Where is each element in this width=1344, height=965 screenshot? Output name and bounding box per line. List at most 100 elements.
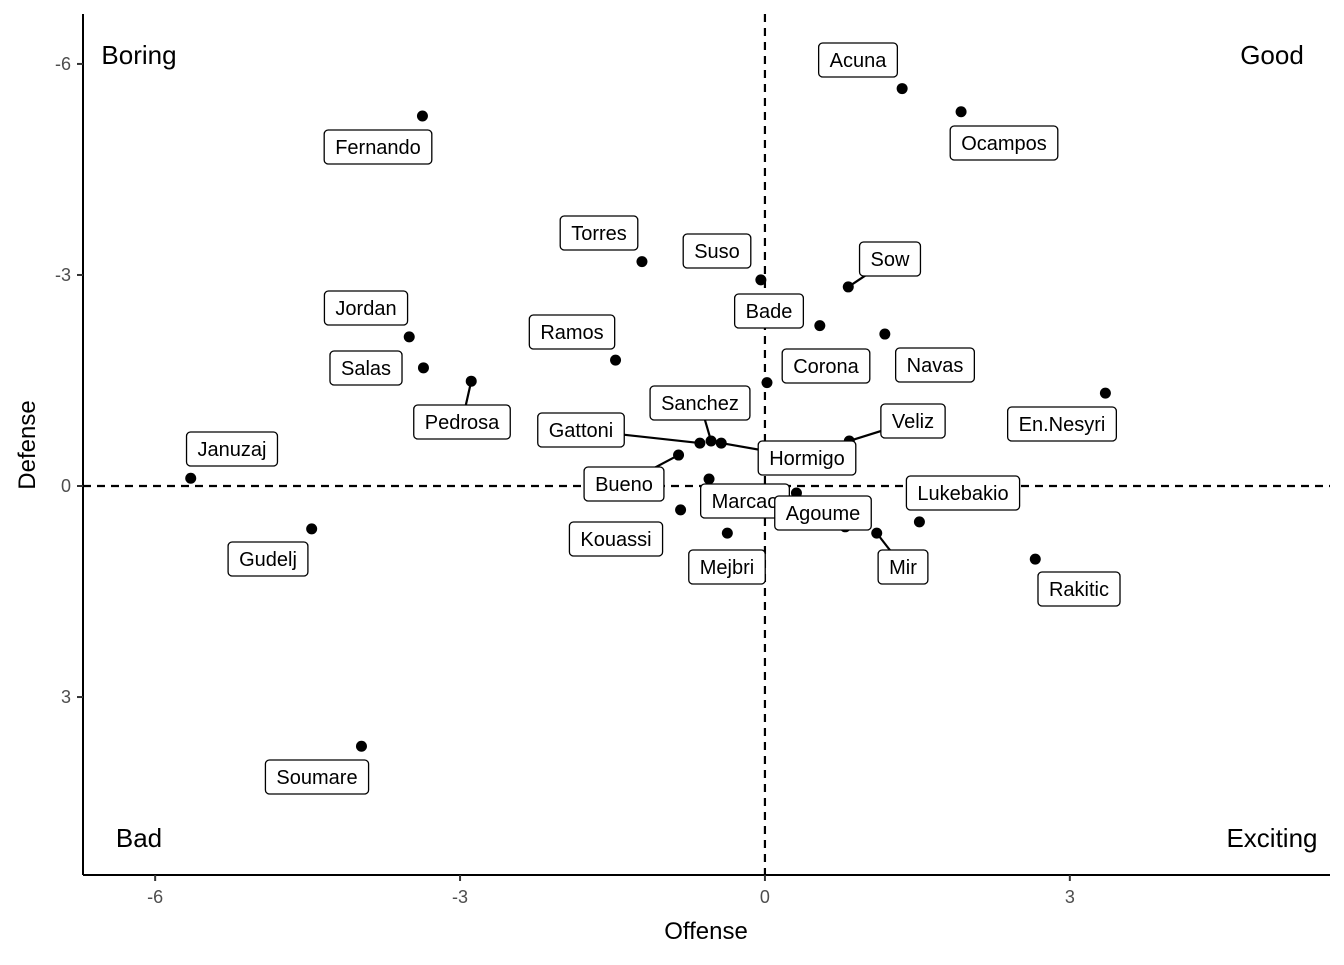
point-label-box bbox=[185, 431, 279, 467]
point-label: Bade bbox=[733, 293, 805, 329]
data-point bbox=[355, 740, 367, 752]
data-point bbox=[955, 106, 967, 118]
data-point bbox=[465, 375, 477, 387]
point-label-text: Januzaj bbox=[198, 439, 267, 461]
point-label-box bbox=[877, 549, 929, 585]
point-label: Navas bbox=[894, 347, 976, 383]
point-label-box bbox=[733, 293, 805, 329]
data-point bbox=[879, 328, 891, 340]
x-axis-title: Offense bbox=[664, 918, 748, 945]
data-point bbox=[636, 256, 648, 268]
quadrant-label-top-left: Boring bbox=[101, 40, 176, 70]
x-tick-label: -6 bbox=[147, 887, 163, 907]
point-label-text: Pedrosa bbox=[425, 412, 500, 434]
point-label: Acuna bbox=[817, 42, 899, 78]
point-label: Salas bbox=[329, 350, 403, 386]
data-point bbox=[761, 377, 773, 389]
point-label: Pedrosa bbox=[413, 404, 511, 440]
point-label-box bbox=[858, 241, 922, 277]
point-label-text: En.Nesyri bbox=[1019, 414, 1106, 436]
point-label: En.Nesyri bbox=[1006, 406, 1118, 442]
point-label: Hormigo bbox=[757, 440, 857, 476]
data-point bbox=[403, 331, 415, 343]
point-label: Bueno bbox=[583, 466, 665, 502]
point-label-text: Mir bbox=[889, 557, 917, 579]
y-tick-label: 0 bbox=[61, 476, 71, 496]
point-label: Jordan bbox=[323, 290, 409, 326]
point-label: Gudelj bbox=[227, 541, 309, 577]
point-label-text: Corona bbox=[793, 356, 859, 378]
point-label-box bbox=[583, 466, 665, 502]
point-label-box bbox=[323, 290, 409, 326]
point-label: Veliz bbox=[880, 403, 946, 439]
point-label: Agoume bbox=[774, 495, 872, 531]
point-label: Corona bbox=[781, 348, 871, 384]
point-label-box bbox=[757, 440, 857, 476]
y-axis-title: Defense bbox=[14, 400, 41, 489]
point-label: Fernando bbox=[323, 129, 433, 165]
point-label-box bbox=[227, 541, 309, 577]
point-label-box bbox=[1006, 406, 1118, 442]
point-label-box bbox=[688, 549, 766, 585]
point-label-box bbox=[817, 42, 899, 78]
x-tick-label: 0 bbox=[760, 887, 770, 907]
point-label-text: Jordan bbox=[335, 298, 396, 320]
y-tick-label: 3 bbox=[61, 687, 71, 707]
point-label: Marcao bbox=[699, 483, 791, 519]
point-label-box bbox=[949, 125, 1059, 161]
data-point bbox=[705, 435, 717, 447]
data-point bbox=[842, 281, 854, 293]
point-label-text: Ramos bbox=[540, 322, 603, 344]
quadrant-label-top-right: Good bbox=[1240, 40, 1304, 70]
x-tick-label: -3 bbox=[452, 887, 468, 907]
data-point bbox=[896, 83, 908, 95]
point-label-box bbox=[781, 348, 871, 384]
point-label: Kouassi bbox=[568, 521, 664, 557]
data-point bbox=[306, 523, 318, 535]
point-label-box bbox=[559, 215, 639, 251]
y-tick-label: -6 bbox=[55, 54, 71, 74]
data-point bbox=[1099, 387, 1111, 399]
point-label-text: Bade bbox=[746, 301, 793, 323]
quadrant-label-bottom-left: Bad bbox=[116, 823, 162, 853]
point-label-text: Kouassi bbox=[580, 529, 651, 551]
data-point bbox=[913, 516, 925, 528]
data-point bbox=[721, 527, 733, 539]
data-point bbox=[715, 437, 727, 449]
point-label: Sow bbox=[858, 241, 922, 277]
y-tick-label: -3 bbox=[55, 265, 71, 285]
point-label: Mejbri bbox=[688, 549, 766, 585]
data-point bbox=[755, 274, 767, 286]
data-point bbox=[1029, 553, 1041, 565]
point-label-box bbox=[1037, 571, 1121, 607]
point-label: Sanchez bbox=[649, 385, 751, 421]
data-point bbox=[814, 320, 826, 332]
point-label: Januzaj bbox=[185, 431, 279, 467]
point-label-box bbox=[880, 403, 946, 439]
point-label-text: Agoume bbox=[786, 503, 861, 525]
point-label-box bbox=[568, 521, 664, 557]
point-label-text: Hormigo bbox=[769, 448, 845, 470]
point-label-box bbox=[323, 129, 433, 165]
point-label-text: Rakitic bbox=[1049, 579, 1109, 601]
point-label-box bbox=[682, 233, 752, 269]
data-point bbox=[675, 504, 687, 516]
point-label-text: Veliz bbox=[892, 411, 934, 433]
point-label-text: Soumare bbox=[276, 767, 357, 789]
point-label-box bbox=[537, 412, 625, 448]
point-label-text: Suso bbox=[694, 241, 740, 263]
point-label: Ramos bbox=[528, 314, 616, 350]
point-label-text: Salas bbox=[341, 358, 391, 380]
x-tick-label: 3 bbox=[1065, 887, 1075, 907]
point-label-text: Lukebakio bbox=[917, 483, 1008, 505]
data-point bbox=[703, 473, 715, 485]
point-label-box bbox=[649, 385, 751, 421]
point-label: Torres bbox=[559, 215, 639, 251]
point-label-text: Ocampos bbox=[961, 133, 1047, 155]
data-point bbox=[417, 362, 429, 374]
point-label: Mir bbox=[877, 549, 929, 585]
point-label-box bbox=[528, 314, 616, 350]
point-label: Soumare bbox=[264, 759, 370, 795]
point-label-text: Sanchez bbox=[661, 393, 739, 415]
